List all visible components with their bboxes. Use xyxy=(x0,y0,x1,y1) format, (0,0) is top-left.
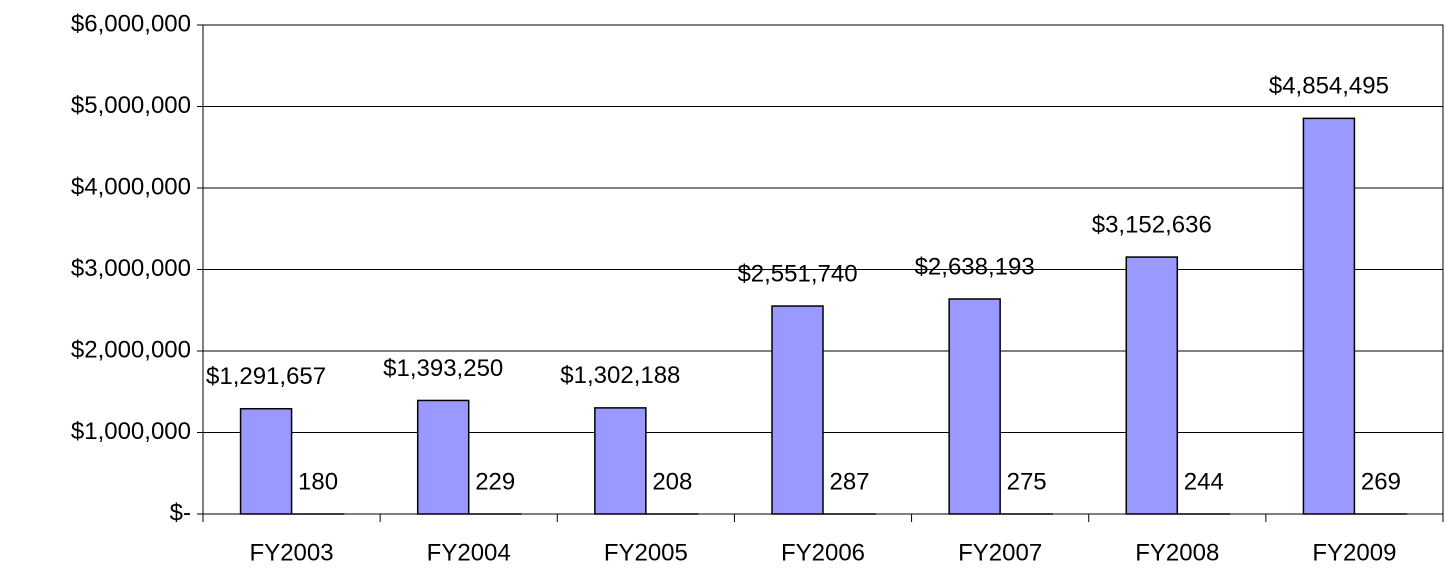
value-label: 208 xyxy=(652,468,692,495)
bar xyxy=(771,305,824,515)
value-label: $1,291,657 xyxy=(206,363,326,390)
value-label: $2,551,740 xyxy=(737,260,857,287)
x-tick-label: FY2007 xyxy=(958,539,1042,566)
bar xyxy=(948,298,1001,515)
y-tick-label: $5,000,000 xyxy=(71,92,191,119)
bar xyxy=(416,399,470,515)
value-label: $1,393,250 xyxy=(383,355,503,382)
y-tick-label: $- xyxy=(170,499,191,526)
value-label: 180 xyxy=(298,468,338,495)
x-tick-label: FY2004 xyxy=(427,539,511,566)
bar xyxy=(1302,117,1356,515)
value-label: $4,854,495 xyxy=(1269,73,1389,100)
value-label: 244 xyxy=(1184,468,1224,495)
x-tick-label: FY2006 xyxy=(781,539,865,566)
bar xyxy=(594,407,647,515)
y-tick-label: $4,000,000 xyxy=(71,173,191,200)
x-tick-label: FY2009 xyxy=(1312,539,1396,566)
value-label: 229 xyxy=(475,468,515,495)
y-tick-label: $6,000,000 xyxy=(71,10,191,37)
value-label: 287 xyxy=(829,468,869,495)
x-tick-label: FY2008 xyxy=(1135,539,1219,566)
y-tick-label: $2,000,000 xyxy=(71,336,191,363)
y-tick-label: $3,000,000 xyxy=(71,255,191,282)
value-label: 275 xyxy=(1007,468,1047,495)
x-tick-label: FY2005 xyxy=(604,539,688,566)
x-tick-label: FY2003 xyxy=(250,539,334,566)
y-tick-label: $1,000,000 xyxy=(71,418,191,445)
value-label: $1,302,188 xyxy=(560,362,680,389)
bar xyxy=(239,407,293,515)
value-label: $2,638,193 xyxy=(915,253,1035,280)
value-label: 269 xyxy=(1361,468,1401,495)
bar xyxy=(1125,256,1179,515)
value-label: $3,152,636 xyxy=(1092,211,1212,238)
